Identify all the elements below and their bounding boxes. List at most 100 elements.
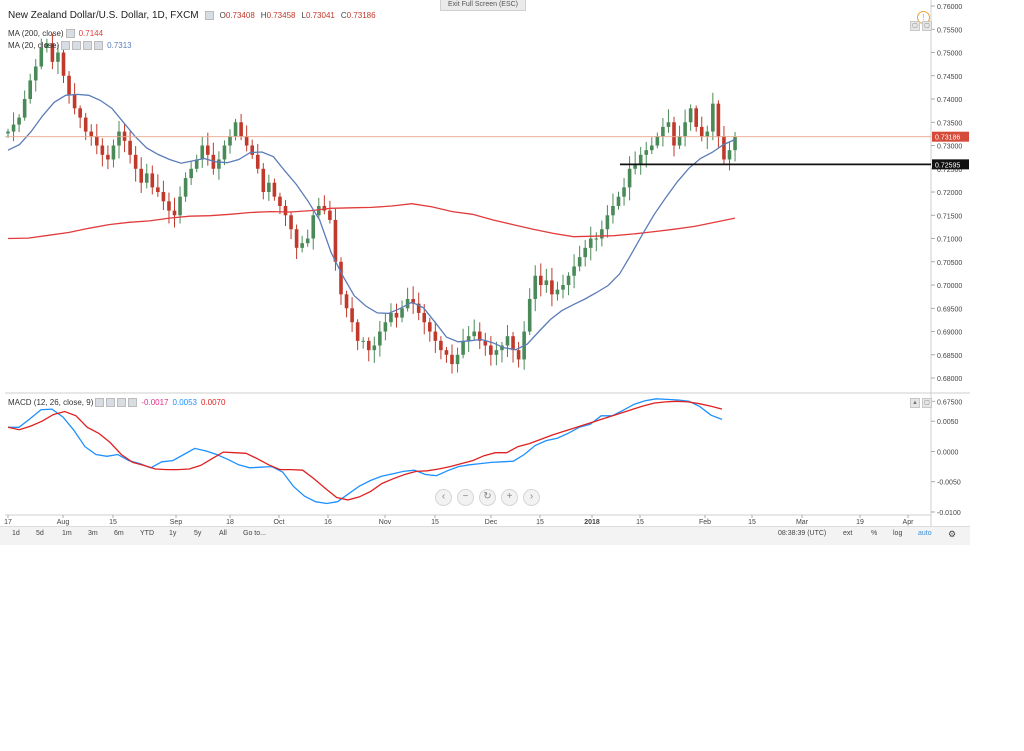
- macd-label: MACD (12, 26, close, 9): [8, 398, 94, 407]
- ohlc-key: L: [301, 11, 306, 20]
- zoom-out-button[interactable]: −: [457, 489, 474, 506]
- ma20-more-icon[interactable]: [94, 41, 104, 50]
- pane-collapse-icon[interactable]: ▢: [910, 21, 920, 31]
- candle-body: [694, 108, 698, 127]
- ma200-legend: MA (200, close) 0.7144: [8, 29, 103, 38]
- candle-body: [566, 275, 571, 286]
- period-button-1y[interactable]: 1y: [169, 530, 177, 537]
- candle-body: [156, 187, 160, 193]
- macd-tick-label: 0.0050: [937, 419, 959, 426]
- candle-body: [594, 238, 599, 240]
- candle-body: [100, 145, 105, 155]
- scroll-left-button[interactable]: ‹: [435, 489, 452, 506]
- candle-body: [711, 103, 715, 132]
- period-button-goto[interactable]: Go to...: [243, 530, 266, 537]
- exit-fullscreen-button[interactable]: Exit Full Screen (ESC): [440, 0, 526, 11]
- candle-body: [189, 168, 193, 179]
- time-tick-label: Dec: [485, 519, 498, 526]
- ma20-remove-icon[interactable]: [83, 41, 93, 50]
- reset-chart-button[interactable]: ↻: [479, 489, 496, 506]
- gear-icon[interactable]: ⚙: [948, 529, 957, 539]
- candle-body: [78, 108, 82, 118]
- period-button-3m[interactable]: 3m: [88, 530, 98, 537]
- time-tick-label: Feb: [699, 519, 711, 526]
- candle-body: [22, 99, 27, 118]
- candle-body: [355, 322, 360, 341]
- time-tick-label: 15: [109, 519, 117, 526]
- auto-toggle[interactable]: auto: [918, 530, 932, 537]
- ma200-settings-icon[interactable]: [65, 29, 75, 38]
- candle-body: [627, 168, 632, 188]
- candle-body: [89, 131, 94, 137]
- candle-body: [139, 168, 143, 183]
- time-tick-label: Nov: [379, 519, 392, 526]
- legend-dropdown-icon[interactable]: [204, 11, 214, 20]
- candle-body: [716, 103, 721, 137]
- period-button-6m[interactable]: 6m: [114, 530, 124, 537]
- macd-pane-up-icon[interactable]: ▲: [910, 398, 920, 408]
- ohlc-value: 0.73458: [266, 11, 296, 20]
- period-button-ytd[interactable]: YTD: [140, 530, 154, 537]
- period-button-5d[interactable]: 5d: [36, 530, 44, 537]
- candle-body: [222, 145, 227, 160]
- candle-body: [539, 275, 543, 286]
- candle-body: [688, 108, 693, 123]
- candle-body: [72, 94, 77, 109]
- candle-body: [722, 136, 726, 160]
- ma20-hide-icon[interactable]: [61, 41, 71, 50]
- period-button-all[interactable]: All: [219, 530, 227, 537]
- macd-histogram-value: -0.0017: [141, 398, 169, 407]
- period-button-1d[interactable]: 1d: [12, 530, 20, 537]
- period-button-1m[interactable]: 1m: [62, 530, 72, 537]
- percent-toggle[interactable]: %: [871, 530, 878, 537]
- candle-body: [233, 122, 238, 137]
- price-tick-label: 0.75500: [937, 27, 962, 34]
- ext-toggle[interactable]: ext: [843, 530, 853, 537]
- zoom-in-button[interactable]: +: [501, 489, 518, 506]
- candle-body: [633, 164, 637, 169]
- time-tick-label: Oct: [274, 519, 285, 526]
- macd-hide-icon[interactable]: [95, 398, 105, 407]
- candle-body: [28, 80, 32, 100]
- price-tick-label: 0.70000: [937, 283, 962, 290]
- candle-body: [677, 136, 682, 146]
- candle-body: [278, 196, 282, 206]
- candle-body: [33, 66, 38, 81]
- macd-tick-label: -0.0100: [937, 510, 961, 517]
- macd-signal-value: 0.0070: [200, 398, 226, 407]
- candle-body: [389, 312, 393, 323]
- pane-maximize-icon[interactable]: ▢: [922, 21, 932, 31]
- candle-body: [106, 154, 110, 160]
- candle-body: [588, 238, 593, 248]
- macd-line-value: 0.0053: [172, 398, 197, 407]
- chart-canvas[interactable]: 0.67500 0.68000 0.68500 0.69000 0.69500 0.700…: [0, 0, 970, 545]
- macd-more-icon[interactable]: [128, 398, 138, 407]
- scroll-right-button[interactable]: ›: [523, 489, 540, 506]
- candle-body: [544, 280, 549, 286]
- log-toggle[interactable]: log: [893, 530, 903, 537]
- candle-body: [650, 145, 654, 151]
- price-tick-label: 0.76000: [937, 4, 962, 11]
- candle-body: [283, 205, 288, 216]
- macd-remove-icon[interactable]: [117, 398, 127, 407]
- ohlc-value: 0.73408: [225, 11, 255, 20]
- price-tick-label: 0.72000: [937, 190, 962, 197]
- level-price-tag: [932, 159, 969, 170]
- macd-settings-icon[interactable]: [106, 398, 116, 407]
- candle-body: [61, 52, 66, 76]
- candle-body: [572, 266, 576, 276]
- macd-legend: MACD (12, 26, close, 9) -0.0017 0.0053 0…: [8, 398, 225, 407]
- candle-body: [267, 182, 271, 193]
- symbol-title: New Zealand Dollar/U.S. Dollar, 1D, FXCM: [8, 10, 199, 21]
- time-tick-label: 2018: [584, 519, 600, 526]
- ma200-label: MA (200, close): [8, 29, 64, 38]
- macd-pane-maximize-icon[interactable]: ▢: [922, 398, 932, 408]
- candle-body: [477, 331, 482, 341]
- candle-body: [178, 196, 182, 216]
- candle-body: [422, 312, 427, 323]
- period-button-5y[interactable]: 5y: [194, 530, 202, 537]
- candle-body: [17, 117, 21, 125]
- candle-body: [405, 298, 410, 309]
- ma20-settings-icon[interactable]: [72, 41, 82, 50]
- candle-body: [39, 47, 44, 67]
